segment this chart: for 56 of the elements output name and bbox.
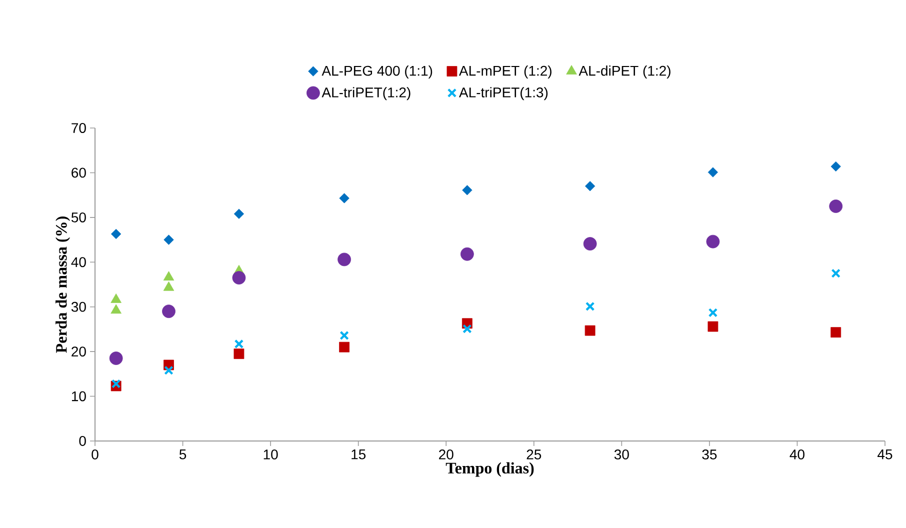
point [339,193,350,204]
point [110,304,122,314]
x-tick-label: 35 [702,450,717,460]
point [109,352,123,365]
point [338,252,351,266]
point [234,339,244,349]
point [583,237,597,251]
point [706,234,720,248]
point [830,161,841,172]
point [708,308,718,318]
point [339,342,350,352]
point [462,324,472,334]
point [234,348,244,359]
point [232,271,246,284]
legend-label: AL-diPET (1:2) [578,65,670,79]
point [708,167,718,178]
point [584,325,596,336]
x-tick-label: 45 [878,450,892,460]
point [708,321,718,332]
point [340,330,349,340]
point [829,200,843,213]
x-tick-label: 30 [614,450,629,460]
y-axis-title: Perda de massa (%) [56,216,70,353]
legend-label: AL-PEG 400 (1:1) [322,65,432,79]
y-tick-label: 20 [72,346,86,357]
y-tick-label: 0 [79,436,86,446]
y-tick-label: 50 [71,212,86,222]
y-tick-label: 10 [72,391,86,402]
point [585,302,595,312]
y-tick-label: 40 [71,257,86,268]
legend-label: AL-triPET(1:2) [322,87,410,100]
point [164,234,174,245]
legend-label: AL-triPET(1:3) [459,87,548,100]
point [234,208,244,219]
point [831,268,840,278]
y-tick-label: 70 [72,123,86,133]
x-tick-label: 10 [264,450,278,460]
point [164,366,174,375]
legend-label: AL-mPET (1:2) [459,65,552,79]
y-tick-label: 30 [71,302,86,312]
point [584,181,596,192]
point [111,379,121,388]
point [163,271,174,281]
x-tick-label: 15 [352,450,366,460]
x-tick-label: 5 [179,450,186,460]
x-tick-label: 25 [526,450,542,460]
point [830,327,842,338]
x-tick-label: 40 [790,450,804,460]
x-tick-label: 20 [439,450,454,460]
y-tick-label: 60 [72,168,86,178]
x-tick-label: 0 [92,450,98,460]
point [462,185,472,196]
point [111,228,122,240]
point [162,304,176,318]
x-axis-title: Tempo (dias) [446,462,534,477]
point [460,247,474,261]
